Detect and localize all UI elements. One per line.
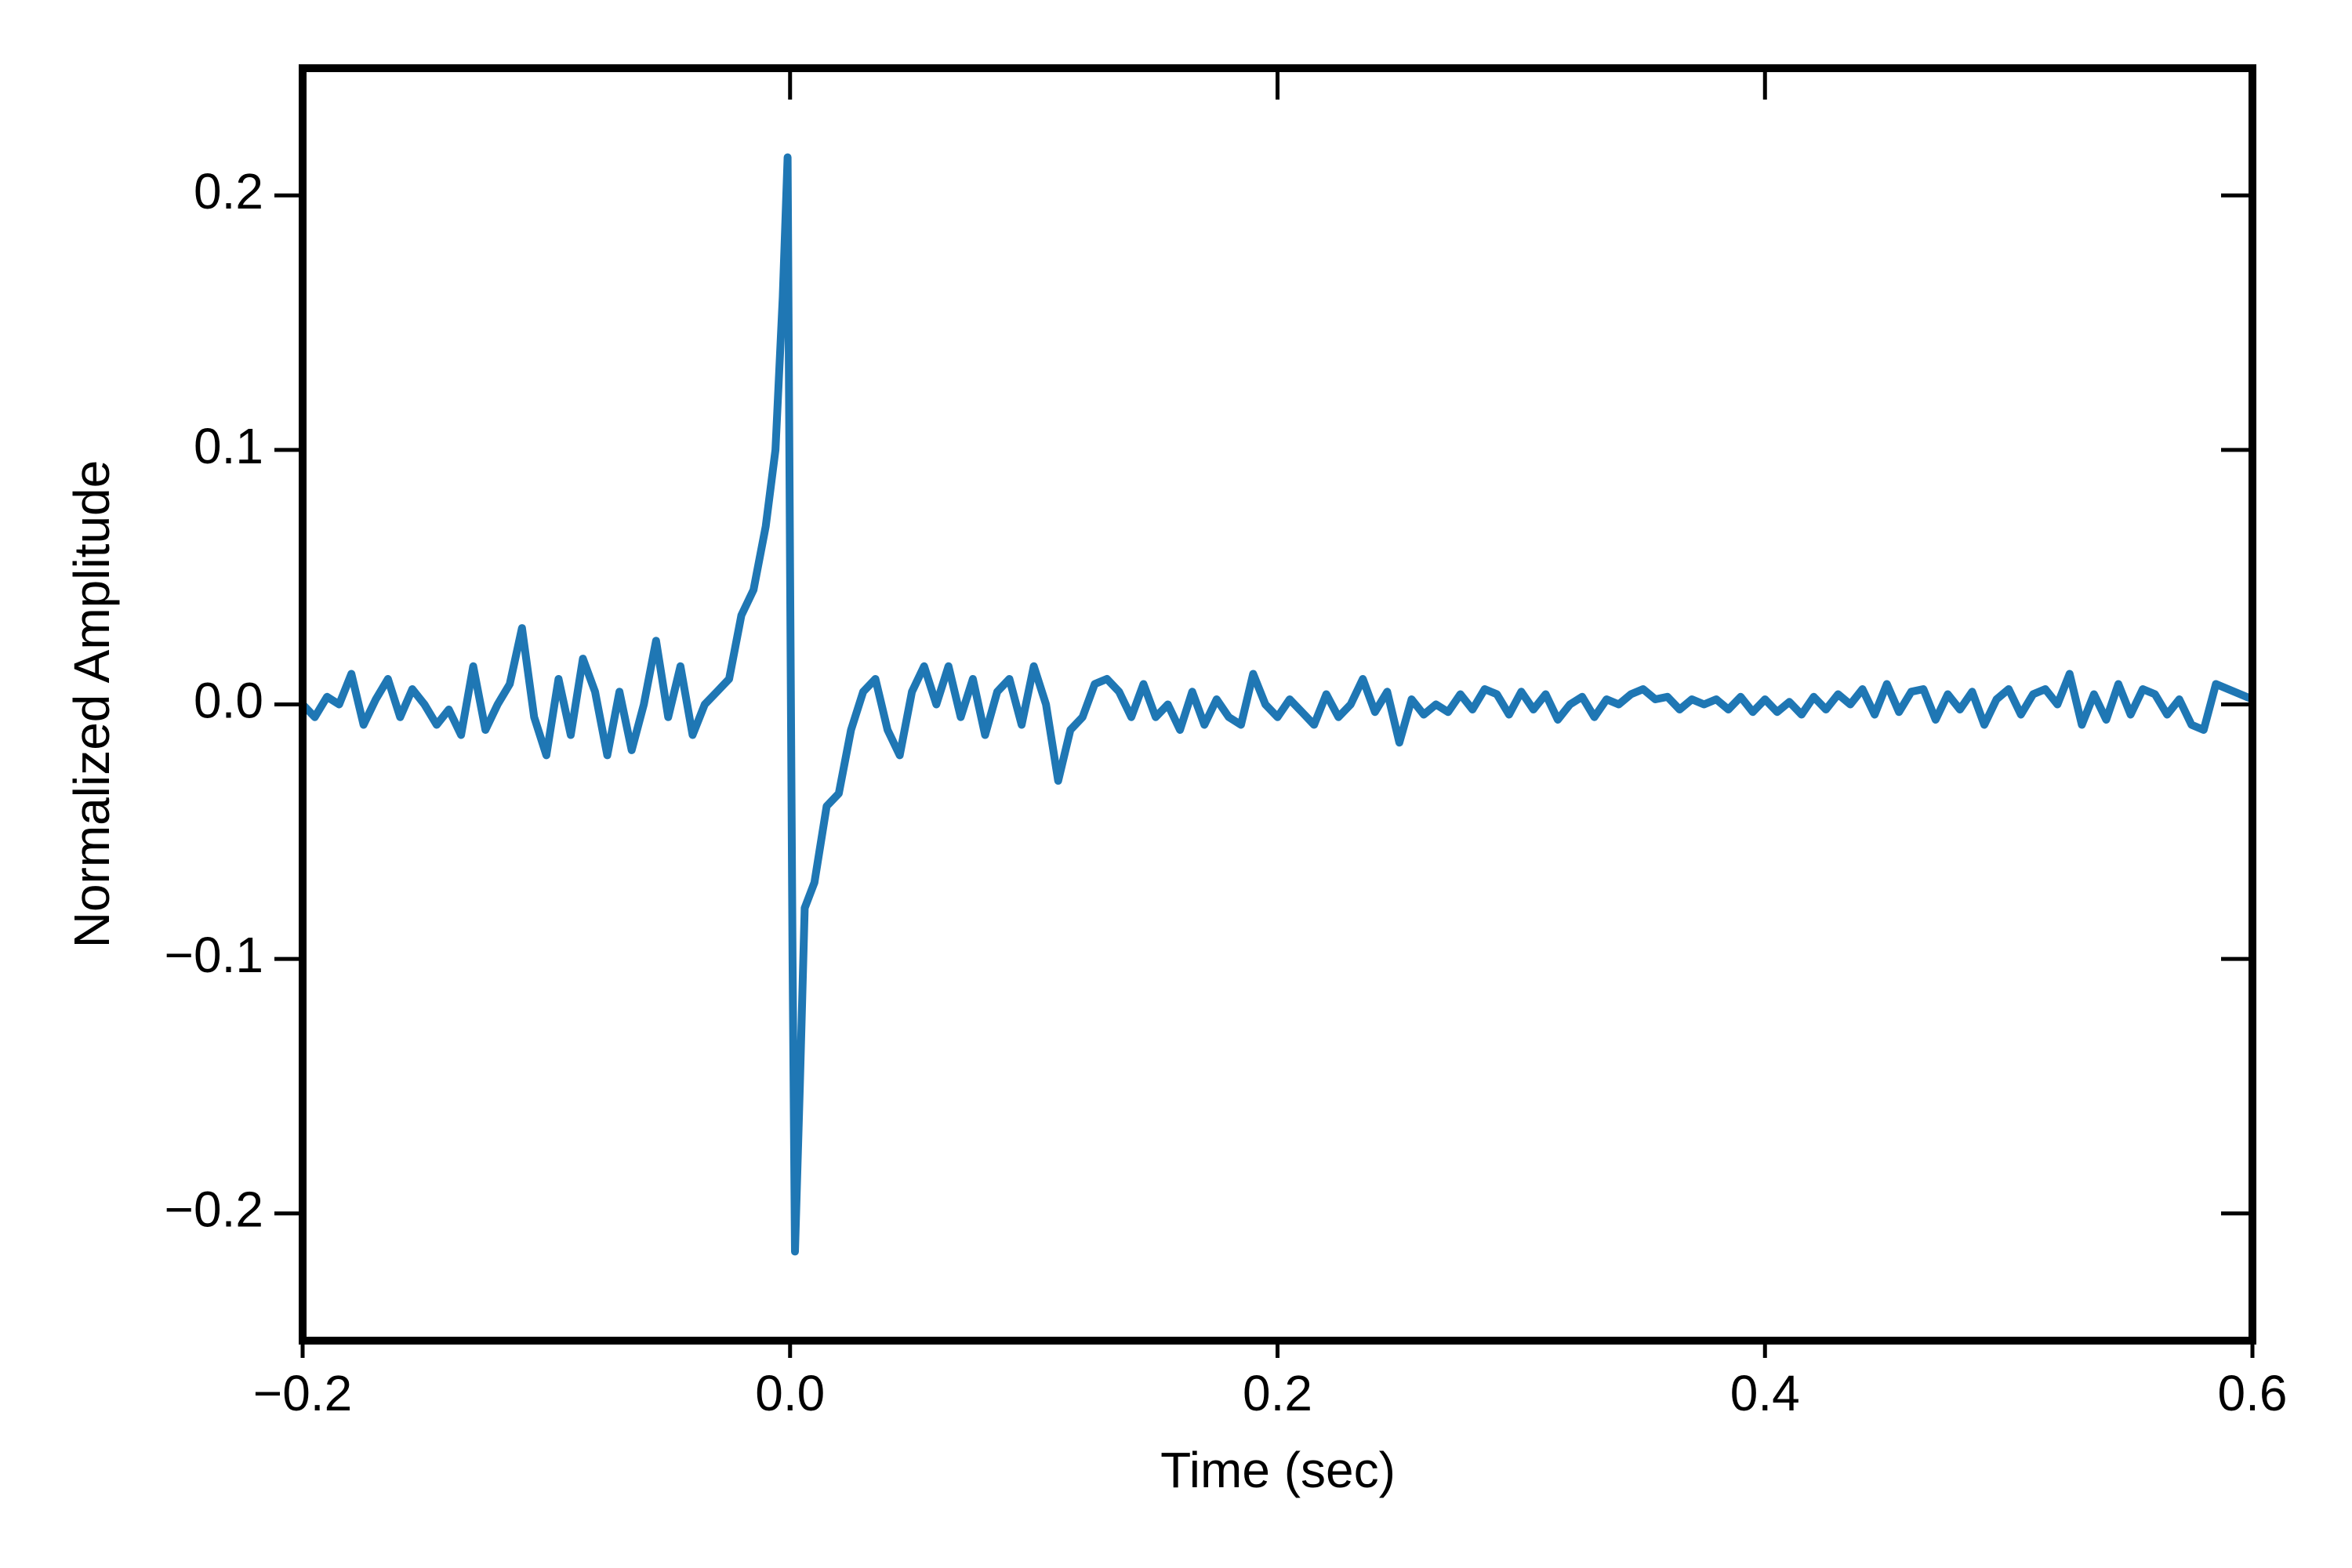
y-tick-label: −0.1 [165, 927, 263, 983]
data-line [299, 153, 2254, 1256]
x-tick-label: 0.2 [1243, 1365, 1312, 1421]
x-tick-label: 0.6 [2218, 1365, 2288, 1421]
x-tick-label: 0.0 [755, 1365, 825, 1421]
y-tick-label: 0.0 [194, 672, 263, 728]
y-tick-label: 0.1 [194, 418, 263, 474]
x-axis-label: Time (sec) [1160, 1442, 1396, 1498]
x-tick-label: 0.4 [1730, 1365, 1800, 1421]
y-tick-label: 0.2 [194, 163, 263, 220]
plot-frame [299, 64, 2256, 1345]
x-tick-label: −0.2 [253, 1365, 352, 1421]
y-tick-label: −0.2 [165, 1181, 263, 1238]
y-axis-label: Normalized Amplitude [64, 460, 120, 949]
